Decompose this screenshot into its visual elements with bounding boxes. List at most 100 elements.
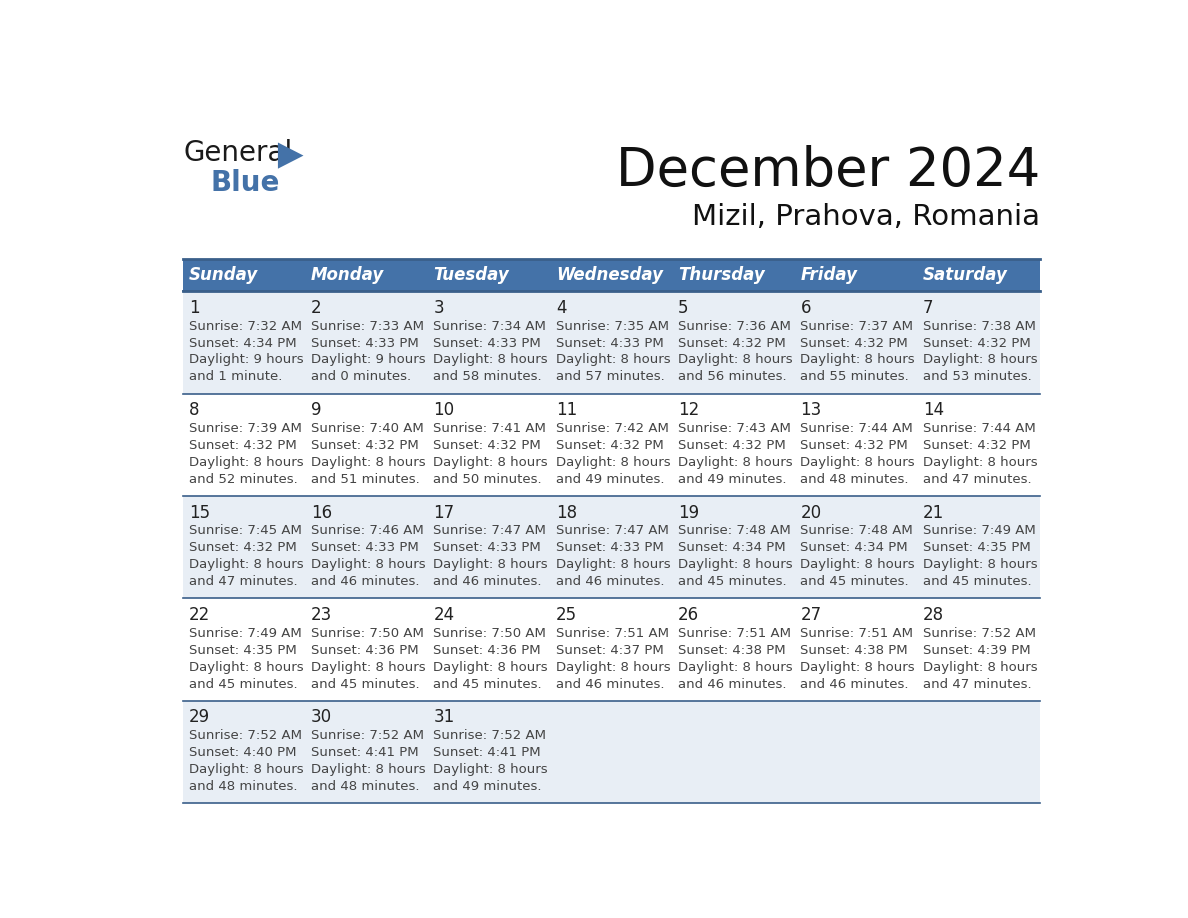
Text: Daylight: 8 hours: Daylight: 8 hours bbox=[801, 353, 915, 366]
Text: Sunrise: 7:46 AM: Sunrise: 7:46 AM bbox=[311, 524, 424, 537]
Bar bbox=[672, 599, 795, 700]
Text: Sunrise: 7:41 AM: Sunrise: 7:41 AM bbox=[434, 422, 546, 435]
Text: and 51 minutes.: and 51 minutes. bbox=[311, 473, 419, 486]
Text: Daylight: 8 hours: Daylight: 8 hours bbox=[556, 661, 670, 674]
Bar bbox=[428, 259, 550, 291]
Bar bbox=[305, 394, 428, 496]
Text: Wednesday: Wednesday bbox=[556, 266, 663, 284]
Text: Sunrise: 7:33 AM: Sunrise: 7:33 AM bbox=[311, 319, 424, 332]
Text: and 53 minutes.: and 53 minutes. bbox=[923, 371, 1031, 384]
Text: Sunrise: 7:52 AM: Sunrise: 7:52 AM bbox=[189, 729, 302, 743]
Text: and 46 minutes.: and 46 minutes. bbox=[801, 677, 909, 690]
Text: and 46 minutes.: and 46 minutes. bbox=[434, 576, 542, 588]
Text: 6: 6 bbox=[801, 299, 811, 317]
Text: Sunset: 4:35 PM: Sunset: 4:35 PM bbox=[189, 644, 297, 656]
Text: Sunrise: 7:34 AM: Sunrise: 7:34 AM bbox=[434, 319, 546, 332]
Text: Daylight: 8 hours: Daylight: 8 hours bbox=[434, 763, 548, 776]
Text: Sunrise: 7:51 AM: Sunrise: 7:51 AM bbox=[556, 627, 669, 640]
Text: 2: 2 bbox=[311, 299, 322, 317]
Text: General: General bbox=[183, 140, 292, 167]
Text: and 55 minutes.: and 55 minutes. bbox=[801, 371, 909, 384]
Text: Daylight: 8 hours: Daylight: 8 hours bbox=[801, 661, 915, 674]
Text: Sunrise: 7:50 AM: Sunrise: 7:50 AM bbox=[434, 627, 546, 640]
Text: Sunrise: 7:44 AM: Sunrise: 7:44 AM bbox=[801, 422, 914, 435]
Text: Sunset: 4:36 PM: Sunset: 4:36 PM bbox=[434, 644, 541, 656]
Text: Sunset: 4:38 PM: Sunset: 4:38 PM bbox=[678, 644, 785, 656]
Text: Sunset: 4:32 PM: Sunset: 4:32 PM bbox=[434, 439, 542, 452]
Bar bbox=[550, 700, 672, 803]
Bar bbox=[428, 496, 550, 599]
Text: and 47 minutes.: and 47 minutes. bbox=[923, 677, 1031, 690]
Text: Sunset: 4:41 PM: Sunset: 4:41 PM bbox=[434, 746, 541, 759]
Text: 19: 19 bbox=[678, 504, 700, 521]
Text: 26: 26 bbox=[678, 606, 700, 624]
Text: 30: 30 bbox=[311, 709, 333, 726]
Bar bbox=[672, 291, 795, 394]
Text: 21: 21 bbox=[923, 504, 944, 521]
Text: 5: 5 bbox=[678, 299, 689, 317]
Text: Daylight: 8 hours: Daylight: 8 hours bbox=[189, 661, 303, 674]
Text: Sunrise: 7:51 AM: Sunrise: 7:51 AM bbox=[678, 627, 791, 640]
Text: Daylight: 8 hours: Daylight: 8 hours bbox=[434, 661, 548, 674]
Text: December 2024: December 2024 bbox=[615, 145, 1040, 196]
Text: Daylight: 8 hours: Daylight: 8 hours bbox=[678, 558, 792, 571]
Text: and 45 minutes.: and 45 minutes. bbox=[189, 677, 297, 690]
Bar bbox=[183, 496, 305, 599]
Text: Daylight: 8 hours: Daylight: 8 hours bbox=[923, 661, 1037, 674]
Text: Daylight: 8 hours: Daylight: 8 hours bbox=[434, 353, 548, 366]
Text: Sunset: 4:32 PM: Sunset: 4:32 PM bbox=[678, 337, 786, 350]
Bar bbox=[183, 259, 305, 291]
Text: Sunrise: 7:50 AM: Sunrise: 7:50 AM bbox=[311, 627, 424, 640]
Text: Daylight: 9 hours: Daylight: 9 hours bbox=[311, 353, 425, 366]
Text: Monday: Monday bbox=[311, 266, 385, 284]
Bar bbox=[305, 259, 428, 291]
Text: Daylight: 8 hours: Daylight: 8 hours bbox=[923, 456, 1037, 469]
Text: 25: 25 bbox=[556, 606, 577, 624]
Bar bbox=[672, 394, 795, 496]
Text: Sunset: 4:32 PM: Sunset: 4:32 PM bbox=[556, 439, 664, 452]
Bar bbox=[550, 599, 672, 700]
Text: Sunrise: 7:39 AM: Sunrise: 7:39 AM bbox=[189, 422, 302, 435]
Text: Daylight: 8 hours: Daylight: 8 hours bbox=[311, 558, 425, 571]
Text: Daylight: 8 hours: Daylight: 8 hours bbox=[434, 456, 548, 469]
Bar bbox=[795, 700, 917, 803]
Text: 13: 13 bbox=[801, 401, 822, 420]
Text: 8: 8 bbox=[189, 401, 200, 420]
Bar bbox=[305, 700, 428, 803]
Text: Sunset: 4:33 PM: Sunset: 4:33 PM bbox=[556, 542, 664, 554]
Text: Daylight: 8 hours: Daylight: 8 hours bbox=[189, 558, 303, 571]
Text: Sunset: 4:32 PM: Sunset: 4:32 PM bbox=[311, 439, 419, 452]
Text: Daylight: 8 hours: Daylight: 8 hours bbox=[556, 558, 670, 571]
Bar bbox=[917, 259, 1040, 291]
Bar bbox=[917, 700, 1040, 803]
Text: Tuesday: Tuesday bbox=[434, 266, 510, 284]
Text: Daylight: 9 hours: Daylight: 9 hours bbox=[189, 353, 303, 366]
Text: Sunrise: 7:43 AM: Sunrise: 7:43 AM bbox=[678, 422, 791, 435]
Bar bbox=[183, 394, 305, 496]
Text: Sunrise: 7:48 AM: Sunrise: 7:48 AM bbox=[678, 524, 791, 537]
Bar bbox=[672, 700, 795, 803]
Text: and 50 minutes.: and 50 minutes. bbox=[434, 473, 542, 486]
Text: Sunset: 4:33 PM: Sunset: 4:33 PM bbox=[434, 542, 542, 554]
Text: and 47 minutes.: and 47 minutes. bbox=[189, 576, 297, 588]
Text: Daylight: 8 hours: Daylight: 8 hours bbox=[189, 456, 303, 469]
Bar bbox=[305, 291, 428, 394]
Text: and 49 minutes.: and 49 minutes. bbox=[556, 473, 664, 486]
Text: Thursday: Thursday bbox=[678, 266, 765, 284]
Text: Sunset: 4:33 PM: Sunset: 4:33 PM bbox=[556, 337, 664, 350]
Text: and 45 minutes.: and 45 minutes. bbox=[923, 576, 1031, 588]
Text: 3: 3 bbox=[434, 299, 444, 317]
Bar bbox=[428, 394, 550, 496]
Text: Sunset: 4:33 PM: Sunset: 4:33 PM bbox=[311, 542, 419, 554]
Text: Sunrise: 7:49 AM: Sunrise: 7:49 AM bbox=[923, 524, 1036, 537]
Text: 23: 23 bbox=[311, 606, 333, 624]
Text: and 48 minutes.: and 48 minutes. bbox=[189, 780, 297, 793]
Text: Sunset: 4:36 PM: Sunset: 4:36 PM bbox=[311, 644, 418, 656]
Bar bbox=[183, 700, 305, 803]
Text: Sunset: 4:35 PM: Sunset: 4:35 PM bbox=[923, 542, 1030, 554]
Text: Blue: Blue bbox=[210, 169, 280, 196]
Text: Mizil, Prahova, Romania: Mizil, Prahova, Romania bbox=[691, 203, 1040, 230]
Text: Sunrise: 7:52 AM: Sunrise: 7:52 AM bbox=[434, 729, 546, 743]
Bar bbox=[917, 496, 1040, 599]
Text: Daylight: 8 hours: Daylight: 8 hours bbox=[678, 456, 792, 469]
